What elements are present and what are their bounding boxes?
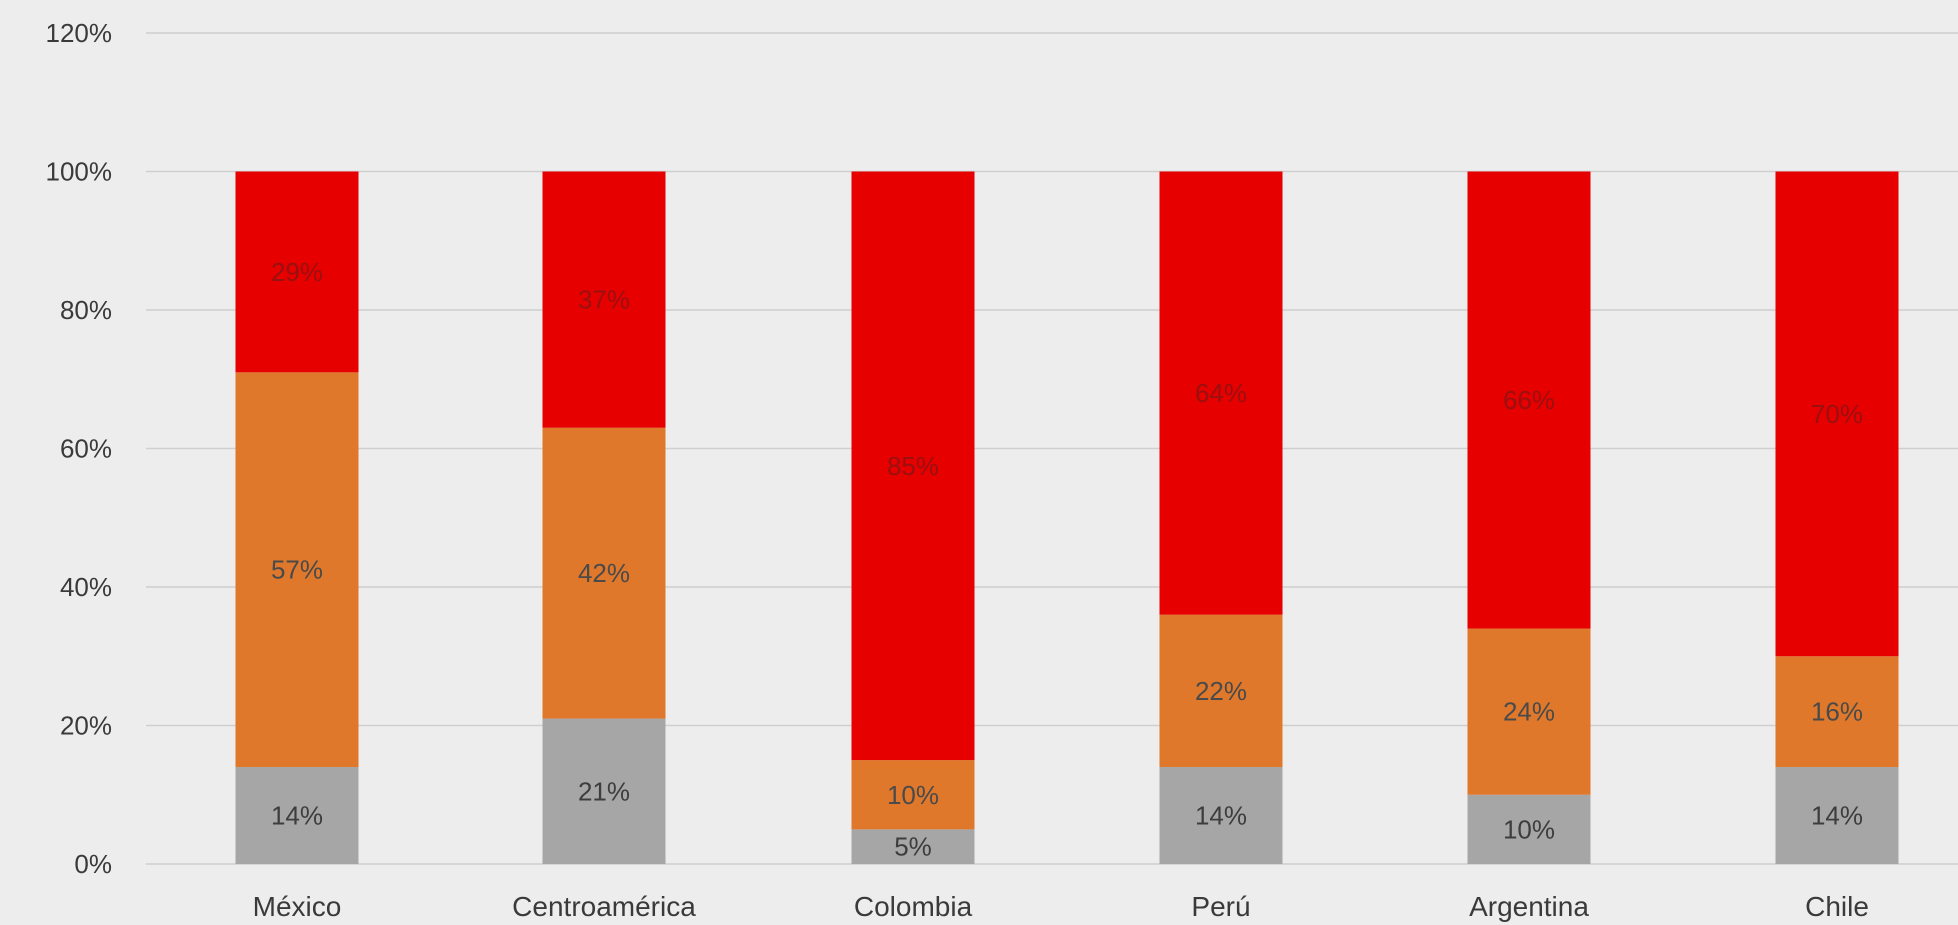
data-label: 10%: [1503, 814, 1555, 844]
data-label: 14%: [1811, 801, 1863, 831]
data-label: 42%: [578, 558, 630, 588]
data-label: 70%: [1811, 399, 1863, 429]
bar-segment: [235, 171, 359, 373]
bar-segment: [542, 718, 666, 864]
data-label: 5%: [894, 832, 932, 862]
data-label: 10%: [887, 780, 939, 810]
x-category-label: Chile: [1805, 891, 1869, 922]
bar-segment: [1159, 614, 1283, 768]
bar-segment: [542, 427, 666, 719]
x-category-label: Perú: [1191, 891, 1250, 922]
bar-segment: [1775, 656, 1899, 768]
bar-segment: [235, 767, 359, 864]
data-label: 66%: [1503, 385, 1555, 415]
bar-stack: 10% 24% 66%: [1467, 171, 1591, 864]
bar-segment: [1775, 171, 1899, 657]
bar-stack: 21% 42% 37%: [542, 171, 666, 864]
bar-segment: [1775, 767, 1899, 864]
bars: 14% 57% 29% 21% 42% 37% 5% 10% 85% 14% 22% 64% 10% 24…: [235, 171, 1899, 864]
data-label: 14%: [271, 801, 323, 831]
data-label: 22%: [1195, 676, 1247, 706]
bar-segment: [1467, 794, 1591, 864]
data-label: 21%: [578, 776, 630, 806]
bar-segment: [1159, 171, 1283, 615]
y-tick-label: 100%: [46, 157, 113, 187]
data-label: 29%: [271, 257, 323, 287]
x-category-label: Argentina: [1469, 891, 1589, 922]
data-label: 37%: [578, 285, 630, 315]
bar-stack: 14% 16% 70%: [1775, 171, 1899, 864]
bar-segment: [851, 829, 975, 864]
x-category-label: México: [253, 891, 342, 922]
bar-segment: [851, 760, 975, 830]
bar-segment: [1467, 171, 1591, 629]
data-label: 16%: [1811, 697, 1863, 727]
y-tick-label: 0%: [74, 849, 112, 879]
bar-segment: [851, 171, 975, 761]
x-category-label: Colombia: [854, 891, 973, 922]
data-label: 14%: [1195, 801, 1247, 831]
bar-segment: [1159, 767, 1283, 864]
bar-stack: 5% 10% 85%: [851, 171, 975, 864]
y-axis: 0% 20% 40% 60% 80% 100% 120%: [46, 18, 113, 879]
bar-stack: 14% 22% 64%: [1159, 171, 1283, 864]
data-label: 57%: [271, 555, 323, 585]
gridlines: [146, 32, 1958, 865]
bar-segment: [235, 372, 359, 768]
x-category-label: Centroamérica: [512, 891, 696, 922]
data-label: 64%: [1195, 378, 1247, 408]
data-label: 24%: [1503, 697, 1555, 727]
x-axis: México Centroamérica Colombia Perú Argentina…: [253, 891, 1869, 922]
y-tick-label: 120%: [46, 18, 113, 48]
y-tick-label: 20%: [60, 711, 112, 741]
data-label: 85%: [887, 451, 939, 481]
bar-segment: [1467, 628, 1591, 795]
y-tick-label: 40%: [60, 572, 112, 602]
y-tick-label: 80%: [60, 295, 112, 325]
y-tick-label: 60%: [60, 434, 112, 464]
bar-stack: 14% 57% 29%: [235, 171, 359, 864]
bar-segment: [542, 171, 666, 428]
